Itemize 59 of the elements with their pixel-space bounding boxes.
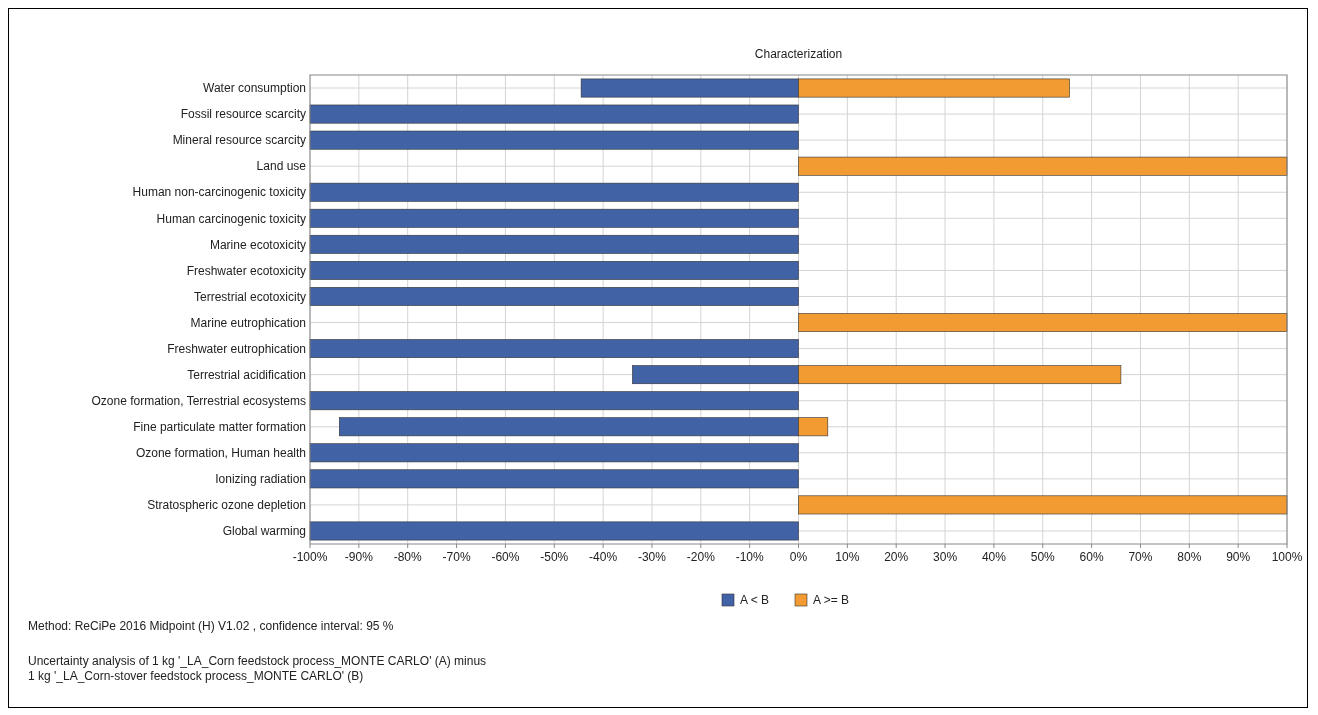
y-tick-label: Human non-carcinogenic toxicity [132, 185, 306, 200]
bar [309, 261, 799, 280]
bar [798, 495, 1288, 515]
bar [309, 104, 799, 124]
x-tick-label: 100% [1271, 550, 1303, 564]
x-tick-label: -40% [589, 550, 618, 564]
x-tick-label: 90% [1226, 550, 1251, 564]
chart-title: Characterization [754, 47, 843, 61]
y-tick-label: Human carcinogenic toxicity [156, 211, 306, 226]
x-tick-label: -50% [540, 550, 569, 564]
bar [798, 313, 1288, 332]
x-tick-label: 20% [884, 550, 909, 564]
bar [309, 182, 799, 202]
x-tick-label: -60% [491, 550, 520, 564]
x-tick-label: 50% [1030, 550, 1056, 564]
x-tick-label: -100% [292, 550, 328, 564]
x-tick-label: 40% [981, 550, 1007, 564]
y-tick-label: Terrestrial ecotoxicity [193, 289, 306, 304]
text: Uncertainty analysis of 1 kg '_LA_Corn feedstock process_MONTE CARLO' (A) minus 1 kg '_LA_Corn-stover feedstock process_MONTE CARLO' (B) [28, 654, 487, 683]
legend-label: A < B [740, 593, 770, 608]
y-tick-label: Terrestrial acidification [187, 367, 306, 382]
bar [309, 391, 799, 411]
y-tick-label: Land use [256, 159, 307, 174]
bar [309, 339, 799, 358]
y-tick-label: Freshwater ecotoxicity [186, 263, 306, 278]
x-tick-label: -30% [637, 550, 667, 564]
bar [309, 130, 799, 150]
y-tick-label: Water consumption [203, 81, 306, 96]
y-tick-label: Marine ecotoxicity [209, 237, 306, 252]
y-tick-label: Ozone formation, Human health [135, 446, 306, 461]
bar [309, 234, 799, 254]
x-tick-label: 30% [933, 550, 958, 564]
y-tick-label: Mineral resource scarcity [172, 133, 306, 148]
legend-label: A >= B [813, 593, 850, 608]
x-tick-label: 10% [835, 550, 860, 564]
y-tick-label: Fossil resource scarcity [180, 107, 306, 122]
x-tick-label: 80% [1177, 550, 1202, 564]
y-tick-label: Ozone formation, Terrestrial ecosystems [91, 393, 306, 408]
text: Method: ReCiPe 2016 Midpoint (H) V1.02 , confidence interval: 95 % [28, 619, 394, 633]
y-tick-label: Fine particulate matter formation [133, 419, 306, 434]
y-tick-label: Marine eutrophication [190, 315, 306, 330]
y-tick-label: Ionizing radiation [215, 472, 306, 487]
x-tick-label: 60% [1079, 550, 1104, 564]
x-tick-label: 70% [1128, 550, 1153, 564]
y-tick-label: Stratospheric ozone depletion [147, 498, 306, 513]
bar [309, 287, 799, 306]
x-tick-label: -90% [344, 550, 374, 564]
bar [798, 156, 1288, 176]
x-tick-label: -70% [442, 550, 471, 564]
x-tick-label: -10% [735, 550, 764, 564]
bar [309, 443, 799, 463]
y-tick-label: Global warming [222, 524, 306, 539]
x-tick-label: -20% [686, 550, 716, 564]
bar [309, 469, 799, 489]
x-tick-label: 0% [789, 550, 808, 564]
x-tick-label: -80% [393, 550, 423, 564]
bar [309, 521, 799, 541]
bar [309, 208, 799, 228]
y-tick-label: Freshwater eutrophication [167, 341, 306, 356]
